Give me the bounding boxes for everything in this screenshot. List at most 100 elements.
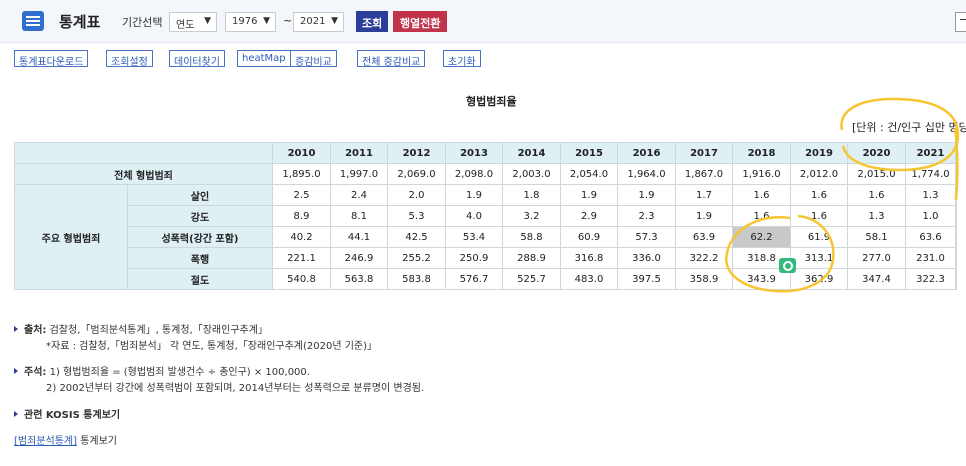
data-cell: 2.0 <box>387 184 446 206</box>
overflow-cell <box>955 184 957 206</box>
data-cell: 563.8 <box>330 268 388 290</box>
top-bar: 통계표 기간선택 연도 ▼ 1976 ▼ ~ 2021 ▼ 조회 행열전환 − <box>0 0 966 43</box>
toolbar-button-5[interactable]: 전체 증감비교 <box>357 50 426 68</box>
data-cell: 2.9 <box>560 205 618 227</box>
data-cell: 221.1 <box>272 247 331 269</box>
data-cell: 2,012.0 <box>790 163 848 185</box>
data-cell: 246.9 <box>330 247 388 269</box>
toolbar-button-4[interactable]: 증감비교 <box>290 50 337 68</box>
toolbar-button-1[interactable]: 조회설정 <box>106 50 153 68</box>
overflow-cell <box>955 226 957 248</box>
unit-label: [단위 : 건/인구 십만 명당 <box>852 121 966 134</box>
footnote-2: 2) 2002년부터 강간에 성폭력범이 포함되며, 2014년부터는 성폭력으… <box>46 383 425 394</box>
data-cell: 5.3 <box>387 205 446 227</box>
data-cell: 1.6 <box>847 184 906 206</box>
collapse-button[interactable]: − <box>955 12 966 32</box>
row-header: 살인 <box>127 184 273 206</box>
toolbar-button-3[interactable]: heatMap <box>237 50 291 67</box>
search-icon[interactable] <box>779 258 796 273</box>
bullet-icon <box>14 326 18 332</box>
data-cell: 2,069.0 <box>387 163 446 185</box>
data-cell: 1.6 <box>790 205 848 227</box>
year-header: 2018 <box>732 142 791 164</box>
toolbar-button-6[interactable]: 초기화 <box>443 50 481 68</box>
table-row: 절도 540.8 563.8 583.8 576.7 525.7 483.0 397.5 358… <box>15 268 957 290</box>
related-stats-line: [범죄분석통계] 통계보기 <box>14 436 118 447</box>
data-cell: 1,997.0 <box>330 163 388 185</box>
table-icon <box>22 11 44 31</box>
toolbar-button-2[interactable]: 데이터찾기 <box>169 50 225 68</box>
overflow-cell <box>955 247 957 269</box>
data-cell: 322.2 <box>675 247 733 269</box>
period-type-select[interactable]: 연도 ▼ <box>169 12 217 32</box>
page-title: 통계표 <box>59 13 101 31</box>
transpose-button[interactable]: 행열전환 <box>393 11 448 32</box>
table-row: 주요 형법범죄 살인 2.5 2.4 2.0 1.9 1.8 1.9 1.9 1.7 1.6 1.6 1… <box>14 184 957 290</box>
toolbar-button-0[interactable]: 통계표다운로드 <box>14 50 89 68</box>
data-cell: 1,774.0 <box>905 163 956 185</box>
row-header-total: 전체 형법범죄 <box>14 163 273 185</box>
data-cell: 44.1 <box>330 226 388 248</box>
data-cell: 288.9 <box>502 247 561 269</box>
overflow-cell <box>955 205 957 227</box>
data-cell: 2.3 <box>617 205 676 227</box>
data-cell: 1.7 <box>675 184 733 206</box>
end-year-select[interactable]: 2021 ▼ <box>293 12 344 32</box>
source-detail: *자료 : 검찰청,「범죄분석」 각 연도, 통계청,「장래인구추계(2020년… <box>46 341 378 352</box>
data-cell: 42.5 <box>387 226 446 248</box>
data-cell: 1.9 <box>560 184 618 206</box>
data-cell: 2,015.0 <box>847 163 906 185</box>
related-stats-link[interactable]: [범죄분석통계] <box>14 436 78 447</box>
data-cell: 1.8 <box>502 184 561 206</box>
data-cell: 362.9 <box>790 268 848 290</box>
data-cell: 57.3 <box>617 226 676 248</box>
chevron-down-icon: ▼ <box>204 16 211 26</box>
data-cell: 62.2 <box>732 226 791 248</box>
data-cell: 277.0 <box>847 247 906 269</box>
data-cell: 316.8 <box>560 247 618 269</box>
start-year-select[interactable]: 1976 ▼ <box>225 12 276 32</box>
bullet-icon <box>14 411 18 417</box>
data-cell: 1.6 <box>790 184 848 206</box>
data-cell: 347.4 <box>847 268 906 290</box>
query-button[interactable]: 조회 <box>356 11 389 32</box>
data-cell: 58.8 <box>502 226 561 248</box>
statistics-table: 2010 2011 2012 2013 2014 2015 2016 2017 2018 2019… <box>14 142 957 290</box>
year-header: 2017 <box>675 142 733 164</box>
data-cell: 4.0 <box>445 205 503 227</box>
group-header: 주요 형법범죄 <box>14 184 128 290</box>
data-cell: 1,895.0 <box>272 163 331 185</box>
data-cell: 2,098.0 <box>445 163 503 185</box>
year-header: 2013 <box>445 142 503 164</box>
data-cell: 1,916.0 <box>732 163 791 185</box>
year-header: 2020 <box>847 142 906 164</box>
data-cell: 40.2 <box>272 226 331 248</box>
footnote: 주석: 1) 형법범죄율 = (형법범죄 발생건수 ÷ 총인구) × 100,0… <box>14 363 310 378</box>
data-cell: 322.3 <box>905 268 956 290</box>
data-cell: 2.5 <box>272 184 331 206</box>
data-cell: 583.8 <box>387 268 446 290</box>
period-label: 기간선택 <box>122 16 163 29</box>
data-cell: 483.0 <box>560 268 618 290</box>
table-row: 폭행 221.1 246.9 255.2 250.9 288.9 316.8 336.0 322… <box>15 247 957 269</box>
data-cell: 358.9 <box>675 268 733 290</box>
year-header: 2019 <box>790 142 848 164</box>
row-header: 폭행 <box>127 247 273 269</box>
year-header: 2014 <box>502 142 561 164</box>
year-header: 2010 <box>272 142 331 164</box>
data-cell: 231.0 <box>905 247 956 269</box>
data-cell: 58.1 <box>847 226 906 248</box>
chevron-down-icon: ▼ <box>331 16 338 26</box>
year-header: 2021 <box>905 142 956 164</box>
data-cell: 1.3 <box>905 184 956 206</box>
data-cell: 576.7 <box>445 268 503 290</box>
data-cell: 63.6 <box>905 226 956 248</box>
data-cell: 53.4 <box>445 226 503 248</box>
data-cell: 313.1 <box>790 247 848 269</box>
year-header: 2012 <box>387 142 446 164</box>
year-header: 2016 <box>617 142 676 164</box>
data-cell: 1,867.0 <box>675 163 733 185</box>
table-header-row: 2010 2011 2012 2013 2014 2015 2016 2017 2018 2019… <box>14 142 957 164</box>
year-header: 2015 <box>560 142 618 164</box>
data-cell: 63.9 <box>675 226 733 248</box>
